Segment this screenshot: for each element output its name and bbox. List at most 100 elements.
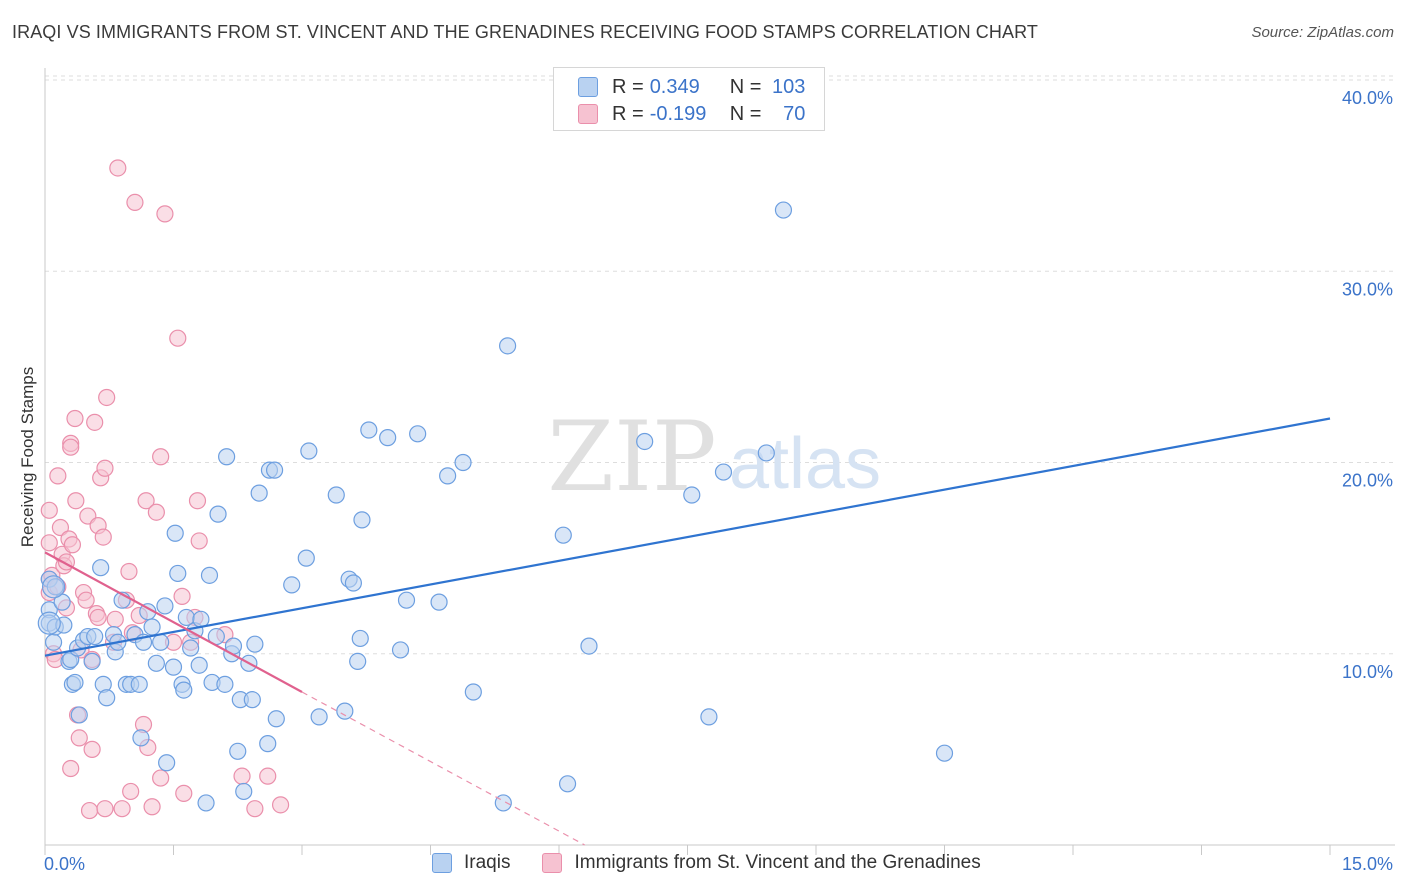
data-point-svg — [233, 767, 251, 785]
x-tick-label-max: 15.0% — [1342, 854, 1393, 874]
data-point-iraqis — [297, 549, 315, 567]
legend-swatch-blue — [432, 853, 452, 873]
series-iraqis-points — [37, 201, 954, 812]
x-tick-label-min: 0.0% — [44, 854, 85, 874]
legend-n-value: 103 — [772, 75, 806, 98]
legend-row-svg: R = -0.199 N = 70 — [578, 101, 805, 127]
data-point-svg — [271, 796, 290, 814]
data-point-iraqis — [499, 337, 517, 355]
data-point-iraqis — [700, 708, 718, 726]
y-tick-label: 20.0% — [1342, 471, 1393, 491]
data-point-svg — [98, 388, 116, 407]
data-point-iraqis — [83, 652, 101, 671]
data-point-iraqis-large — [41, 575, 66, 599]
legend-label-iraqis: Iraqis — [464, 852, 511, 873]
data-point-iraqis — [259, 735, 277, 753]
data-point-svg — [49, 467, 67, 485]
legend-r-label: R = — [612, 75, 644, 98]
data-point-iraqis — [130, 675, 148, 693]
data-point-iraqis — [175, 681, 193, 699]
data-point-svg — [70, 729, 88, 747]
data-point-svg — [152, 769, 170, 787]
data-point-iraqis — [935, 744, 954, 762]
data-point-iraqis — [66, 673, 84, 692]
data-point-iraqis — [267, 710, 285, 728]
data-point-iraqis — [98, 689, 116, 707]
data-point-iraqis — [158, 754, 176, 772]
data-point-svg — [40, 501, 58, 519]
data-point-svg — [96, 800, 114, 818]
data-point-svg — [143, 798, 161, 816]
data-point-svg — [106, 610, 124, 628]
data-point-svg — [94, 528, 112, 546]
data-point-svg — [122, 782, 140, 801]
data-point-iraqis — [430, 593, 448, 611]
data-point-svg — [86, 413, 104, 431]
data-point-svg — [246, 800, 264, 818]
data-point-iraqis — [360, 421, 378, 439]
data-point-iraqis — [636, 432, 654, 451]
trend-line-svg — [44, 551, 303, 693]
data-point-iraqis — [283, 576, 301, 594]
data-point-iraqis — [300, 442, 318, 460]
data-point-iraqis — [209, 505, 227, 523]
data-point-iraqis — [464, 683, 482, 701]
legend-swatch-blue — [578, 77, 598, 97]
data-point-svg — [89, 608, 107, 627]
data-point-iraqis — [349, 652, 367, 671]
data-point-svg — [40, 534, 58, 552]
legend-n-value: 70 — [783, 102, 806, 125]
data-point-iraqis — [86, 627, 104, 646]
data-point-iraqis — [774, 201, 793, 219]
data-point-iraqis — [243, 691, 261, 709]
legend-r-value: 0.349 — [649, 75, 700, 98]
correlation-legend: R = 0.349 N = 103 R = -0.199 N = 70 — [553, 67, 825, 131]
data-point-iraqis — [391, 641, 410, 659]
legend-row-iraqis: R = 0.349 N = 103 — [578, 74, 805, 100]
data-point-svg — [62, 759, 80, 778]
data-point-svg — [80, 801, 99, 820]
data-point-svg — [147, 503, 165, 521]
data-point-iraqis — [379, 429, 397, 447]
y-tick-label: 40.0% — [1342, 88, 1393, 108]
watermark-atlas: atlas — [729, 424, 881, 504]
data-point-svg — [83, 740, 101, 758]
data-point-iraqis — [558, 775, 577, 793]
data-point-svg — [169, 329, 187, 347]
data-point-iraqis — [152, 633, 170, 651]
data-point-iraqis — [132, 729, 150, 747]
data-point-iraqis — [147, 654, 165, 672]
y-axis-label: Receiving Food Stamps — [18, 366, 37, 548]
tick-labels: 10.0% 20.0% 30.0% 40.0% 0.0% 15.0% — [44, 88, 1393, 874]
legend-n-label: N = — [729, 102, 762, 125]
data-point-iraqis — [397, 591, 416, 609]
data-point-iraqis — [44, 633, 63, 651]
data-point-svg — [190, 532, 208, 550]
data-point-svg — [137, 492, 155, 510]
data-point-iraqis — [714, 463, 733, 481]
legend-item-iraqis[interactable]: Iraqis — [432, 852, 510, 874]
data-point-iraqis — [336, 702, 354, 720]
data-point-iraqis — [250, 484, 268, 502]
legend-item-svg[interactable]: Immigrants from St. Vincent and the Gren… — [542, 852, 981, 874]
series-legend: Iraqis Immigrants from St. Vincent and t… — [432, 852, 1013, 874]
source-label: Source: ZipAtlas.com — [1251, 24, 1394, 41]
data-point-iraqis — [156, 597, 174, 615]
data-point-svg — [109, 159, 127, 177]
data-point-iraqis — [216, 675, 234, 693]
data-point-svg — [156, 205, 174, 223]
data-point-svg — [175, 784, 193, 802]
data-point-iraqis — [554, 526, 572, 544]
data-point-iraqis — [200, 566, 219, 584]
data-point-iraqis — [70, 706, 88, 724]
data-point-iraqis — [235, 782, 253, 801]
data-point-iraqis — [310, 708, 328, 726]
data-point-iraqis-large — [37, 611, 61, 635]
legend-swatch-pink — [542, 853, 563, 873]
data-point-svg — [152, 448, 170, 466]
data-point-iraqis — [92, 559, 110, 577]
legend-swatch-pink — [578, 104, 598, 124]
data-point-iraqis — [164, 658, 183, 676]
data-point-iraqis — [169, 564, 187, 583]
